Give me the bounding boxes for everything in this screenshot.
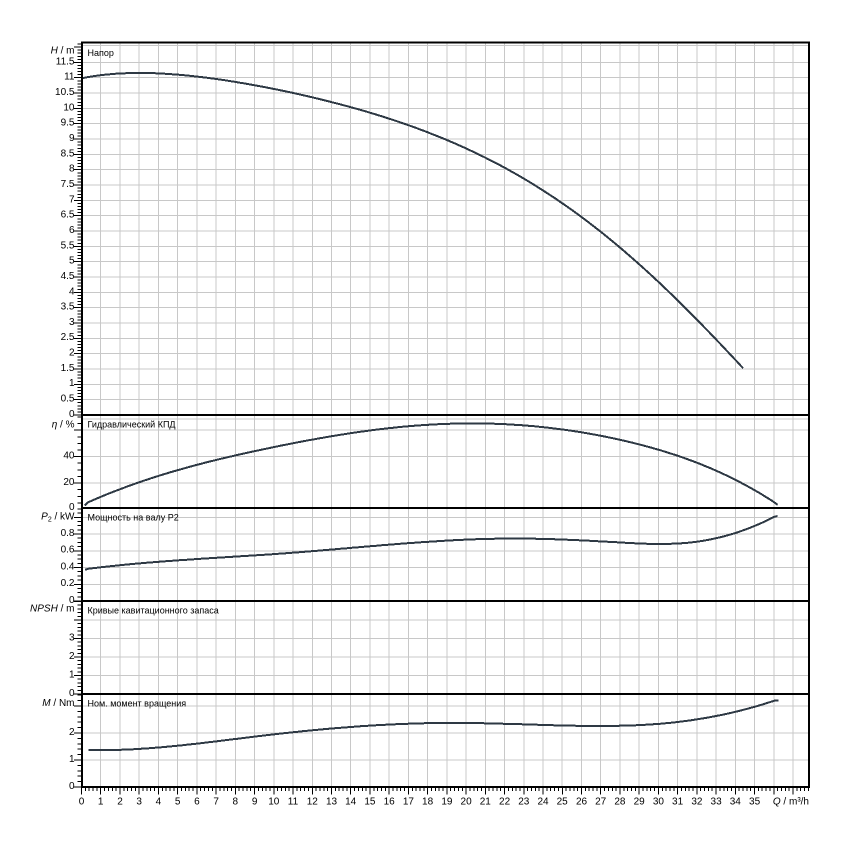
svg-text:1: 1 (69, 378, 75, 389)
svg-text:1: 1 (69, 754, 75, 765)
svg-text:5: 5 (175, 797, 181, 808)
svg-text:20: 20 (461, 797, 473, 808)
svg-text:33: 33 (711, 797, 723, 808)
svg-text:32: 32 (691, 797, 703, 808)
svg-text:9.5: 9.5 (61, 118, 75, 129)
svg-text:2: 2 (69, 651, 75, 662)
svg-text:5: 5 (69, 256, 75, 267)
svg-text:12: 12 (307, 797, 319, 808)
svg-text:8: 8 (233, 797, 239, 808)
svg-text:3: 3 (136, 797, 142, 808)
svg-text:4: 4 (69, 286, 75, 297)
svg-text:η / %: η / % (52, 420, 75, 431)
svg-text:0.5: 0.5 (61, 394, 75, 405)
svg-text:1.5: 1.5 (61, 363, 75, 374)
svg-text:M / Nm: M / Nm (42, 698, 74, 709)
svg-text:3: 3 (69, 317, 75, 328)
svg-text:11: 11 (64, 72, 75, 83)
svg-text:2: 2 (69, 727, 75, 738)
svg-text:35: 35 (749, 797, 761, 808)
svg-text:Кривые кавитационного запаса: Кривые кавитационного запаса (88, 605, 219, 615)
svg-text:9: 9 (69, 133, 75, 144)
svg-text:8.5: 8.5 (61, 148, 75, 159)
svg-text:0.6: 0.6 (61, 545, 75, 556)
svg-text:14: 14 (345, 797, 357, 808)
svg-text:0.4: 0.4 (61, 561, 75, 572)
svg-text:31: 31 (672, 797, 684, 808)
svg-text:4.5: 4.5 (61, 271, 75, 282)
svg-text:0: 0 (69, 781, 75, 792)
svg-text:6: 6 (69, 225, 75, 236)
svg-text:7: 7 (69, 194, 75, 205)
svg-text:10: 10 (268, 797, 280, 808)
svg-text:0: 0 (69, 502, 75, 513)
svg-text:24: 24 (537, 797, 549, 808)
svg-text:0: 0 (79, 797, 85, 808)
svg-text:27: 27 (595, 797, 607, 808)
svg-text:25: 25 (557, 797, 569, 808)
svg-text:3.5: 3.5 (61, 302, 75, 313)
svg-text:0: 0 (69, 688, 75, 699)
svg-text:0: 0 (69, 595, 75, 606)
svg-text:23: 23 (518, 797, 530, 808)
svg-text:8: 8 (69, 164, 75, 175)
svg-text:P2 / kW: P2 / kW (41, 512, 75, 524)
svg-text:0: 0 (69, 409, 75, 420)
svg-text:34: 34 (730, 797, 742, 808)
svg-text:7: 7 (213, 797, 219, 808)
svg-text:4: 4 (156, 797, 162, 808)
svg-text:6.5: 6.5 (61, 210, 75, 221)
svg-text:5.5: 5.5 (61, 240, 75, 251)
svg-text:10: 10 (63, 102, 75, 113)
svg-text:NPSH / m: NPSH / m (30, 604, 74, 615)
svg-text:1: 1 (98, 797, 104, 808)
svg-text:28: 28 (614, 797, 626, 808)
svg-text:Мощность на валу P2: Мощность на валу P2 (88, 512, 179, 522)
svg-text:17: 17 (403, 797, 415, 808)
svg-text:11: 11 (288, 797, 299, 808)
svg-text:22: 22 (499, 797, 511, 808)
svg-text:3: 3 (69, 632, 75, 643)
svg-text:6: 6 (194, 797, 200, 808)
svg-text:9: 9 (252, 797, 258, 808)
svg-text:13: 13 (326, 797, 338, 808)
svg-text:2: 2 (117, 797, 123, 808)
svg-text:Напор: Напор (88, 48, 114, 58)
svg-text:15: 15 (364, 797, 376, 808)
svg-text:2: 2 (69, 348, 75, 359)
svg-text:0.2: 0.2 (61, 578, 75, 589)
svg-text:18: 18 (422, 797, 434, 808)
svg-text:Ном. момент вращения: Ном. момент вращения (88, 698, 187, 708)
svg-text:21: 21 (480, 797, 492, 808)
svg-text:11.5: 11.5 (56, 56, 75, 67)
svg-text:26: 26 (576, 797, 588, 808)
svg-text:16: 16 (384, 797, 396, 808)
svg-text:7.5: 7.5 (61, 179, 75, 190)
svg-text:19: 19 (441, 797, 453, 808)
svg-text:2.5: 2.5 (61, 332, 75, 343)
svg-text:10.5: 10.5 (55, 87, 75, 98)
svg-text:Q / m³/h: Q / m³/h (773, 797, 809, 808)
svg-text:29: 29 (634, 797, 646, 808)
svg-text:Гидравлический КПД: Гидравлический КПД (88, 419, 176, 429)
svg-text:40: 40 (63, 451, 75, 462)
svg-text:20: 20 (63, 477, 75, 488)
svg-text:0.8: 0.8 (61, 528, 75, 539)
svg-text:30: 30 (653, 797, 665, 808)
svg-text:H / m: H / m (51, 46, 75, 57)
svg-text:1: 1 (69, 669, 75, 680)
